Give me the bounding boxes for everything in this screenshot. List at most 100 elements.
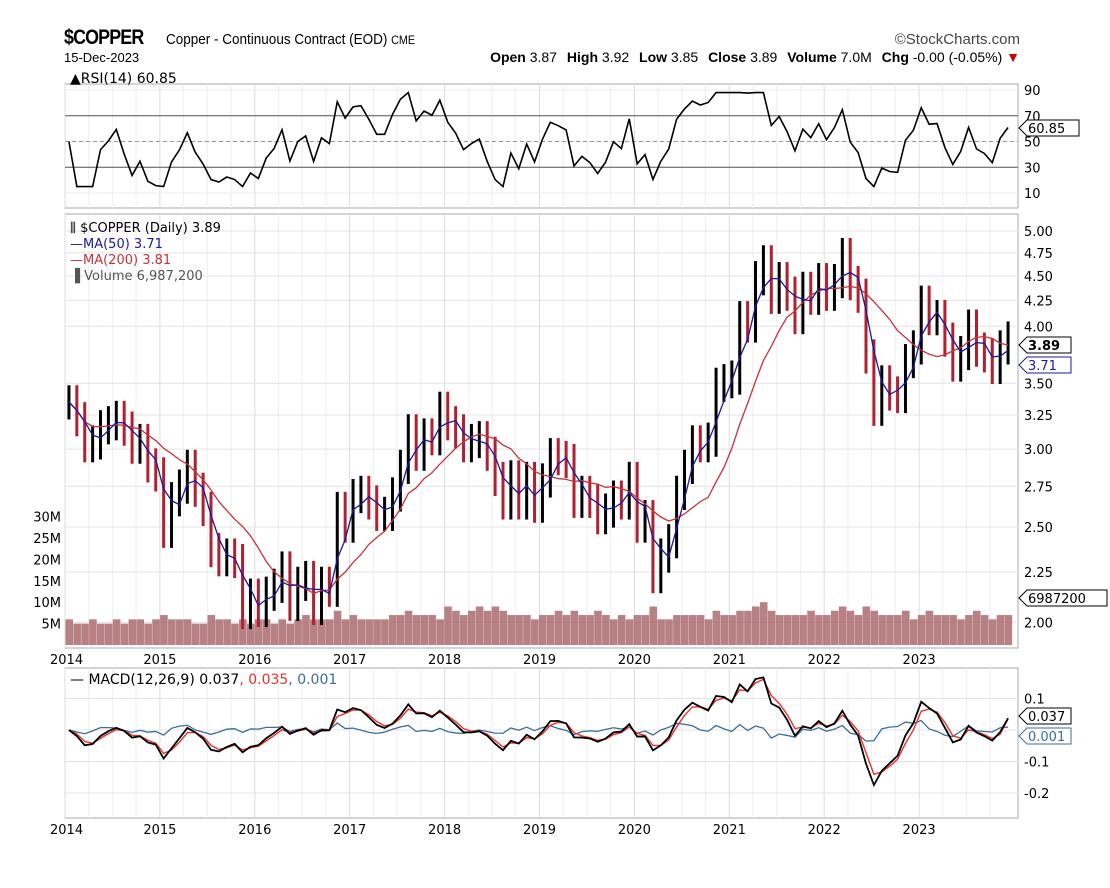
current-price-label: 3.89 (1028, 339, 1060, 354)
volume-bar (665, 619, 673, 645)
volume-bar (333, 610, 342, 645)
histogram-value-label: 0.001 (1028, 730, 1065, 745)
volume-bar (957, 619, 965, 645)
down-arrow-icon: ▼ (1006, 49, 1020, 65)
volume-bar (515, 615, 523, 645)
ma50-line (68, 271, 1009, 607)
volume-bar (965, 615, 973, 645)
volume-bar (609, 619, 618, 645)
macd-x-tick-label: 2019 (523, 823, 556, 838)
volume-bar (325, 619, 334, 645)
rsi-tick-label: 90 (1024, 84, 1041, 99)
volume-bar (420, 615, 429, 645)
volume-bar (641, 615, 650, 645)
price-tick-label: 4.50 (1024, 270, 1053, 285)
x-tick-label: 2021 (713, 653, 746, 668)
volume-bar (286, 623, 295, 645)
volume-bar (168, 619, 176, 645)
volume-bar (499, 610, 508, 645)
volume-bar (65, 619, 74, 645)
volume-value: 7.0M (840, 49, 872, 65)
volume-bar (357, 619, 366, 645)
volume-bar (89, 619, 97, 645)
volume-bar (736, 610, 744, 645)
volume-bar (239, 619, 247, 645)
rsi-value-label: 60.85 (1028, 122, 1065, 137)
volume-bar (815, 615, 823, 645)
volume-bar (389, 615, 397, 645)
x-tick-label: 2014 (50, 653, 83, 668)
volume-bar (712, 610, 721, 645)
volume-bar (396, 615, 405, 645)
volume-bar (404, 610, 413, 645)
macd-x-tick-label: 2015 (143, 823, 176, 838)
symbol-title: $COPPER (64, 26, 144, 49)
volume-bar (633, 615, 642, 645)
volume-bar (673, 615, 681, 645)
volume-bar (720, 615, 729, 645)
price-tick-label: 2.75 (1024, 480, 1053, 495)
ma50-value-label: 3.71 (1028, 359, 1057, 374)
chg-value: -0.00 (-0.05%) (912, 49, 1003, 65)
macd-value-tag (1018, 707, 1072, 725)
volume-bar (823, 615, 831, 645)
volume-bar (302, 615, 310, 645)
volume-tick-label: 5M (42, 618, 62, 633)
volume-bar (909, 619, 918, 645)
volume-label: Volume (787, 49, 837, 65)
volume-bar (460, 615, 468, 645)
rsi-tick-label: 30 (1024, 161, 1041, 176)
rsi-tick-label: 50 (1024, 136, 1041, 151)
volume-bar (925, 610, 934, 645)
x-tick-label: 2017 (333, 653, 366, 668)
volume-bar (617, 615, 626, 645)
macd-histogram-line (68, 719, 1009, 742)
x-tick-label: 2015 (143, 653, 176, 668)
volume-bar (223, 619, 231, 645)
volume-bar (870, 610, 878, 645)
quote-date: 15-Dec-2023 (64, 50, 140, 65)
macd-legend-value: — MACD(12,26,9) 0.037 (70, 672, 239, 688)
volume-bar (341, 619, 350, 645)
volume-bar (562, 615, 571, 645)
volume-bar (649, 606, 658, 645)
volume-bar (491, 606, 500, 645)
volume-bar (838, 606, 847, 645)
volume-bar (744, 610, 752, 645)
ma50-value-tag (1018, 356, 1072, 374)
volume-bar (207, 615, 216, 645)
volume-bar (704, 619, 713, 645)
volume-bar (81, 623, 89, 645)
volume-bar (696, 615, 705, 645)
volume-bar (104, 623, 113, 645)
volume-bar (586, 615, 594, 645)
volume-bar (349, 615, 358, 645)
x-tick-label: 2020 (618, 653, 651, 668)
histogram-value-tag (1018, 727, 1072, 745)
volume-bar (759, 602, 768, 645)
ma200-line (68, 285, 1009, 595)
volume-bar (996, 615, 1005, 645)
high-label: High (566, 49, 598, 65)
volume-bar (112, 619, 121, 645)
volume-bar (183, 619, 192, 645)
macd-x-tick-label: 2023 (903, 823, 936, 838)
rsi-value-tag (1018, 119, 1080, 137)
x-tick-label: 2018 (428, 653, 461, 668)
volume-bar (933, 615, 942, 645)
price-tick-label: 4.75 (1024, 247, 1053, 262)
volume-bar (199, 623, 208, 645)
volume-bar (594, 610, 602, 645)
volume-bar (215, 619, 223, 645)
volume-bar (972, 610, 981, 645)
price-tick-label: 2.50 (1024, 521, 1053, 536)
volume-tick-label: 20M (33, 553, 61, 568)
volume-tick-label: 30M (33, 511, 61, 526)
price-panel-frame (64, 213, 1019, 649)
rsi-tick-label: 10 (1024, 187, 1041, 202)
volume-bar (1004, 615, 1013, 645)
volume-bar (294, 619, 302, 645)
volume-bar (262, 619, 271, 645)
quote-summary: Open 3.87 High 3.92 Low 3.85 Close 3.89 … (484, 49, 1020, 65)
volume-bar (791, 615, 800, 645)
